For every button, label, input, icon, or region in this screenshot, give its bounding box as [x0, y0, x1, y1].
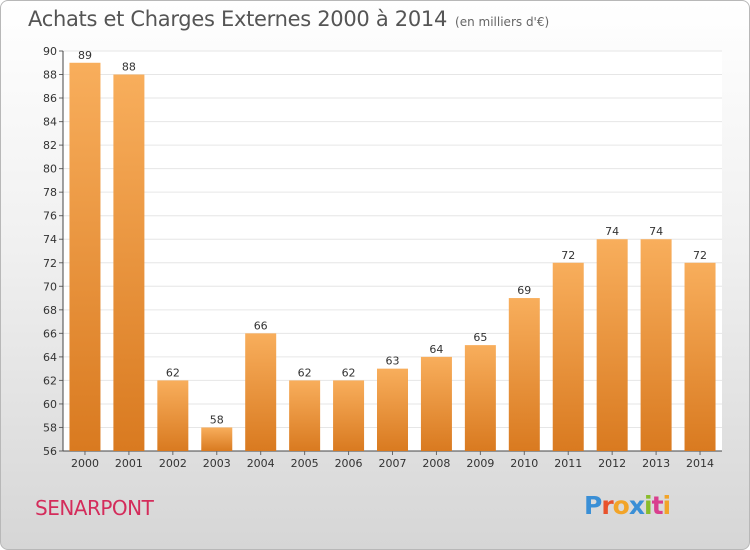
x-tick-label: 2000	[71, 457, 99, 470]
chart-title-text: Achats et Charges Externes 2000 à 2014	[28, 7, 448, 31]
logo-letter: o	[612, 491, 630, 520]
x-tick-label: 2014	[686, 457, 714, 470]
y-tick-label: 68	[43, 304, 57, 317]
y-tick-label: 74	[43, 233, 57, 246]
bar	[157, 380, 189, 451]
bar	[508, 298, 540, 451]
logo-letter: x	[628, 491, 645, 520]
y-tick-label: 88	[43, 69, 57, 82]
y-tick-label: 70	[43, 280, 57, 293]
data-label: 74	[605, 225, 619, 238]
x-tick-label: 2008	[422, 457, 450, 470]
x-tick-label: 2006	[335, 457, 363, 470]
y-tick-label: 82	[43, 139, 57, 152]
y-tick-label: 72	[43, 257, 57, 270]
y-tick-label: 56	[43, 445, 57, 458]
y-tick-label: 58	[43, 421, 57, 434]
x-tick-label: 2012	[598, 457, 626, 470]
x-tick-label: 2004	[247, 457, 275, 470]
data-label: 66	[254, 319, 268, 332]
bar	[640, 239, 672, 451]
x-tick-label: 2001	[115, 457, 143, 470]
data-label: 88	[122, 61, 136, 74]
x-tick-label: 2009	[466, 457, 494, 470]
data-label: 72	[561, 249, 575, 262]
y-tick-label: 90	[43, 45, 57, 58]
data-label: 64	[429, 343, 443, 356]
logo-letter: t	[651, 491, 664, 520]
data-label: 62	[298, 366, 312, 379]
proxiti-logo: Proxiti	[584, 491, 672, 520]
logo-letter: P	[584, 491, 602, 520]
town-name: SENARPONT	[35, 496, 154, 520]
y-tick-label: 84	[43, 116, 57, 129]
x-tick-label: 2005	[291, 457, 319, 470]
x-tick-label: 2013	[642, 457, 670, 470]
y-tick-label: 60	[43, 398, 57, 411]
bar	[464, 345, 496, 451]
y-tick-label: 62	[43, 374, 57, 387]
logo-letter: i	[662, 491, 672, 520]
data-label: 62	[342, 366, 356, 379]
bar	[333, 380, 365, 451]
y-tick-label: 86	[43, 92, 57, 105]
data-label: 89	[78, 49, 92, 62]
bar	[420, 356, 452, 451]
data-label: 58	[210, 413, 224, 426]
logo-letter: i	[644, 491, 653, 520]
y-tick-label: 76	[43, 210, 57, 223]
bar	[113, 74, 145, 451]
y-tick-label: 66	[43, 327, 57, 340]
bar	[289, 380, 321, 451]
chart-title: Achats et Charges Externes 2000 à 2014 (e…	[28, 7, 549, 31]
y-tick-label: 78	[43, 186, 57, 199]
data-label: 62	[166, 366, 180, 379]
x-tick-label: 2010	[510, 457, 538, 470]
chart-subtitle: (en milliers d'€)	[455, 15, 550, 29]
x-tick-label: 2002	[159, 457, 187, 470]
bar	[377, 368, 408, 451]
data-label: 74	[649, 225, 663, 238]
bar	[596, 239, 628, 451]
data-label: 72	[693, 249, 707, 262]
logo-letter: r	[601, 491, 613, 520]
y-tick-label: 80	[43, 163, 57, 176]
data-label: 69	[517, 284, 531, 297]
data-label: 63	[386, 355, 400, 368]
x-tick-label: 2003	[203, 457, 231, 470]
bar	[552, 262, 584, 451]
bar	[201, 427, 233, 451]
x-tick-label: 2011	[554, 457, 582, 470]
x-tick-label: 2007	[379, 457, 407, 470]
bar	[69, 62, 101, 451]
data-label: 65	[473, 331, 487, 344]
y-tick-label: 64	[43, 351, 57, 364]
bar	[684, 262, 716, 451]
bar	[245, 333, 277, 451]
